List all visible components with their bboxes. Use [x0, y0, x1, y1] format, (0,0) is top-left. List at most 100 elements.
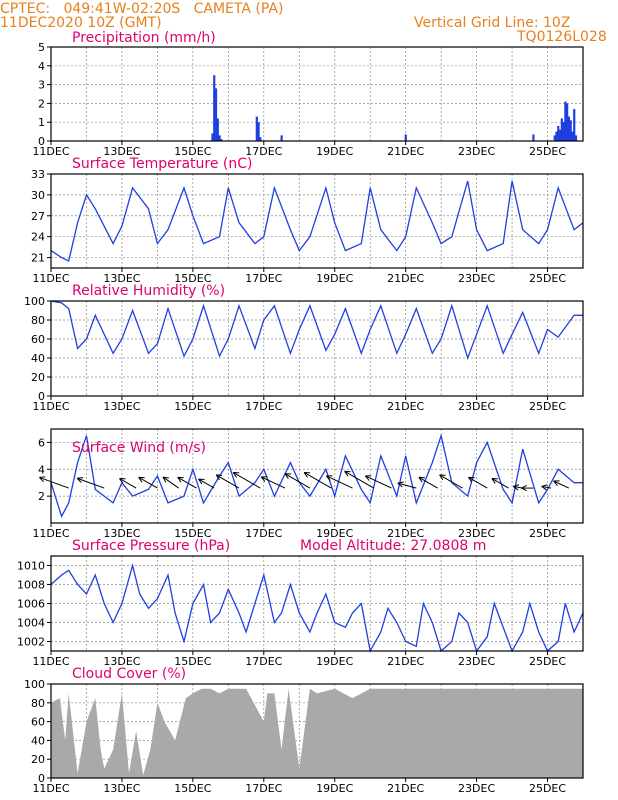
x-tick-label: 21DEC	[387, 527, 424, 540]
y-tick-label: 6	[38, 436, 45, 449]
y-tick-label: 4	[38, 60, 45, 73]
precip-bar	[562, 122, 565, 141]
x-tick-label: 17DEC	[245, 145, 282, 158]
x-tick-label: 23DEC	[458, 527, 495, 540]
wind-vector	[397, 481, 417, 489]
wind-panel: 2 4 6 11DEC 13DEC 15DEC 17DEC 19DEC 21DEC 23DEC 25…	[32, 428, 584, 540]
header-grid-note: Vertical Grid Line: 10Z	[414, 15, 571, 31]
y-tick-label: 1	[38, 116, 45, 129]
x-tick-label: 21DEC	[387, 145, 424, 158]
temperature-line	[50, 180, 584, 262]
y-tick-label: 0	[38, 135, 45, 148]
precip-bar	[532, 134, 535, 141]
x-tick-label: 19DEC	[316, 527, 353, 540]
precip-bar	[211, 133, 214, 141]
x-tick-label: 23DEC	[458, 655, 495, 668]
wind-vector	[260, 476, 286, 489]
y-tick-label: 60	[31, 333, 45, 346]
humidity-title: Relative Humidity (%)	[72, 283, 225, 299]
wind-vector	[418, 476, 438, 489]
cloud-cover-panel: 0 20 40 60 80 100 11DEC 13DEC 15DEC 17DEC 19DEC 21D…	[24, 666, 584, 795]
x-tick-label: 23DEC	[458, 400, 495, 413]
wind-vector	[39, 476, 69, 489]
wind-vector	[215, 474, 240, 489]
x-tick-label: 23DEC	[458, 145, 495, 158]
wind-vector	[344, 470, 374, 489]
y-tick-label: 21	[31, 252, 45, 265]
x-tick-label: 19DEC	[316, 655, 353, 668]
precip-bar	[574, 135, 578, 141]
cloud-cover-title: Cloud Cover (%)	[72, 666, 186, 682]
precip-bar	[280, 135, 283, 141]
panel-frame	[50, 683, 584, 779]
x-tick-label: 17DEC	[245, 400, 282, 413]
y-tick-label: 1004	[17, 617, 45, 630]
precip-bar	[214, 88, 218, 141]
wind-vector	[468, 476, 488, 489]
x-tick-label: 25DEC	[529, 655, 566, 668]
x-tick-label: 19DEC	[316, 400, 353, 413]
y-tick-label: 30	[31, 189, 45, 202]
precip-bar	[564, 101, 567, 141]
wind-vector	[491, 477, 509, 489]
x-tick-label: 19DEC	[316, 145, 353, 158]
x-tick-label: 25DEC	[529, 400, 566, 413]
humidity-line	[50, 300, 583, 361]
wind-vector	[325, 475, 353, 489]
wind-vector	[284, 473, 311, 489]
precip-bar	[257, 122, 260, 141]
header-datetime: 11DEC2020 10Z (GMT)	[0, 15, 162, 31]
model-altitude-label: Model Altitude: 27.0808 m	[300, 538, 486, 554]
precip-bar	[566, 103, 569, 141]
x-tick-label: 25DEC	[529, 782, 566, 795]
wind-title: Surface Wind (m/s)	[72, 440, 206, 456]
x-tick-label: 19DEC	[316, 272, 353, 285]
precip-bar	[218, 135, 221, 141]
panel-frame	[50, 300, 584, 397]
y-tick-label: 80	[31, 314, 45, 327]
wind-vector	[162, 476, 179, 489]
x-tick-label: 11DEC	[32, 145, 69, 158]
wind-vector	[364, 475, 392, 489]
x-tick-label: 21DEC	[387, 782, 424, 795]
x-tick-label: 11DEC	[32, 400, 69, 413]
y-tick-label: 1006	[17, 598, 45, 611]
y-tick-label: 40	[31, 352, 45, 365]
x-tick-label: 17DEC	[245, 272, 282, 285]
y-tick-label: 100	[24, 678, 45, 691]
x-tick-label: 17DEC	[245, 782, 282, 795]
precip-bar	[569, 120, 572, 141]
wind-vector	[553, 480, 570, 489]
x-tick-label: 15DEC	[174, 145, 211, 158]
precipitation-panel: 0 1 2 3 4 5 11DEC 13DEC 15DEC 17DEC 19DEC 21DEC 23DE…	[32, 30, 584, 158]
y-tick-label: 2	[38, 97, 45, 110]
y-tick-label: 40	[31, 734, 45, 747]
wind-line	[50, 433, 583, 518]
panel-frame	[50, 46, 584, 142]
precip-bar	[553, 135, 556, 141]
pressure-line	[50, 562, 584, 653]
y-tick-label: 5	[38, 41, 45, 54]
x-tick-label: 15DEC	[174, 400, 211, 413]
y-tick-label: 2	[38, 490, 45, 503]
y-tick-label: 4	[38, 463, 45, 476]
wind-vector	[439, 474, 463, 489]
x-tick-label: 25DEC	[529, 527, 566, 540]
y-tick-label: 0	[38, 772, 45, 785]
x-tick-label: 11DEC	[32, 782, 69, 795]
y-tick-label: 20	[31, 753, 45, 766]
wind-vector	[76, 477, 105, 489]
cloud-cover-area	[51, 688, 583, 778]
wind-vector	[232, 471, 261, 489]
x-tick-label: 23DEC	[458, 272, 495, 285]
x-tick-label: 17DEC	[245, 527, 282, 540]
pressure-panel: 1002 1004 1006 1008 1010 11DEC 13DEC 15DEC 17DEC…	[17, 538, 584, 668]
y-tick-label: 24	[31, 231, 45, 244]
x-tick-label: 11DEC	[32, 527, 69, 540]
precip-bar	[259, 137, 262, 141]
x-tick-label: 13DEC	[103, 400, 140, 413]
y-tick-label: 3	[38, 79, 45, 92]
x-tick-label: 19DEC	[316, 782, 353, 795]
wind-vector	[512, 484, 523, 491]
